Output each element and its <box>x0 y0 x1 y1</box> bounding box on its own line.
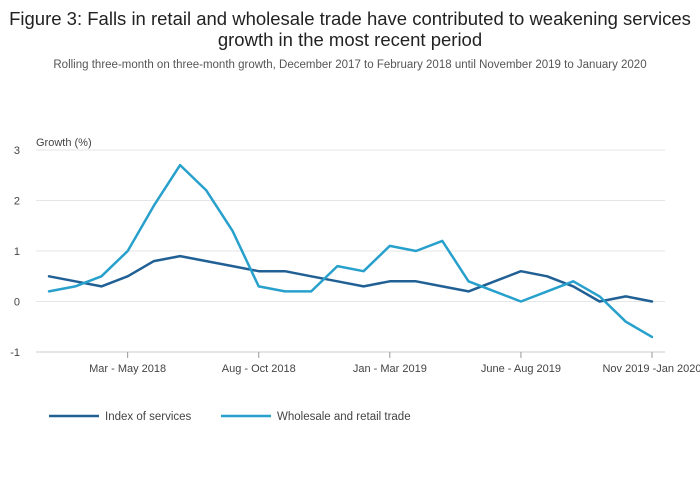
data-point[interactable] <box>623 293 629 299</box>
data-point[interactable] <box>230 228 236 234</box>
x-tick-label: Mar - May 2018 <box>89 363 166 375</box>
data-point[interactable] <box>492 278 498 284</box>
series-lines <box>46 162 655 340</box>
data-point[interactable] <box>465 288 471 294</box>
chart-subtitle: Rolling three-month on three-month growt… <box>53 59 647 71</box>
data-point[interactable] <box>230 263 236 269</box>
data-point[interactable] <box>46 273 52 279</box>
data-point[interactable] <box>361 268 367 274</box>
y-tick-label: 0 <box>14 297 20 309</box>
data-point[interactable] <box>203 187 209 193</box>
x-tick-label: June - Aug 2019 <box>481 363 561 375</box>
data-point[interactable] <box>72 283 78 289</box>
chart-title: Figure 3: Falls in retail and wholesale … <box>9 8 691 50</box>
legend-label[interactable]: Index of services <box>105 411 192 423</box>
data-point[interactable] <box>256 283 262 289</box>
data-point[interactable] <box>282 288 288 294</box>
data-point[interactable] <box>177 162 183 168</box>
grid-lines <box>36 149 665 353</box>
data-point[interactable] <box>413 248 419 254</box>
x-tick-label: Aug - Oct 2018 <box>222 363 296 375</box>
data-point[interactable] <box>361 283 367 289</box>
y-axis-label: Growth (%) <box>36 137 92 149</box>
data-point[interactable] <box>518 268 524 274</box>
series-line-1 <box>47 163 654 339</box>
data-point[interactable] <box>125 273 131 279</box>
data-point[interactable] <box>308 273 314 279</box>
data-point[interactable] <box>492 288 498 294</box>
legend-label[interactable]: Wholesale and retail trade <box>277 411 411 423</box>
data-point[interactable] <box>387 278 393 284</box>
data-point[interactable] <box>282 268 288 274</box>
data-point[interactable] <box>177 253 183 259</box>
data-point[interactable] <box>334 263 340 269</box>
data-point[interactable] <box>649 299 655 305</box>
data-point[interactable] <box>544 288 550 294</box>
data-point[interactable] <box>465 278 471 284</box>
data-point[interactable] <box>623 319 629 325</box>
data-point[interactable] <box>544 273 550 279</box>
data-point[interactable] <box>334 278 340 284</box>
x-axis-ticks: Mar - May 2018 Aug - Oct 2018 Jan - Mar 20… <box>89 352 700 375</box>
data-point[interactable] <box>308 288 314 294</box>
legend: Index of services Wholesale and retail tr… <box>49 411 411 423</box>
data-point[interactable] <box>387 243 393 249</box>
data-point[interactable] <box>98 273 104 279</box>
data-point[interactable] <box>570 278 576 284</box>
data-point[interactable] <box>203 258 209 264</box>
data-point[interactable] <box>649 334 655 340</box>
data-point[interactable] <box>151 258 157 264</box>
data-point[interactable] <box>439 238 445 244</box>
y-tick-label: 2 <box>14 196 20 208</box>
data-point[interactable] <box>151 203 157 209</box>
data-point[interactable] <box>256 268 262 274</box>
x-tick-label: Jan - Mar 2019 <box>353 363 427 375</box>
y-tick-label: -1 <box>10 347 20 359</box>
data-point[interactable] <box>597 293 603 299</box>
y-tick-label: 3 <box>14 145 20 157</box>
data-point[interactable] <box>413 278 419 284</box>
data-point[interactable] <box>518 299 524 305</box>
data-point[interactable] <box>439 283 445 289</box>
series-line-0 <box>47 254 654 303</box>
data-point[interactable] <box>46 288 52 294</box>
data-point[interactable] <box>125 248 131 254</box>
x-tick-label: Nov 2019 -Jan 2020 <box>602 363 700 375</box>
y-axis-ticks: 3 2 1 0 -1 <box>10 145 20 359</box>
data-point[interactable] <box>98 283 104 289</box>
y-tick-label: 1 <box>14 246 20 258</box>
